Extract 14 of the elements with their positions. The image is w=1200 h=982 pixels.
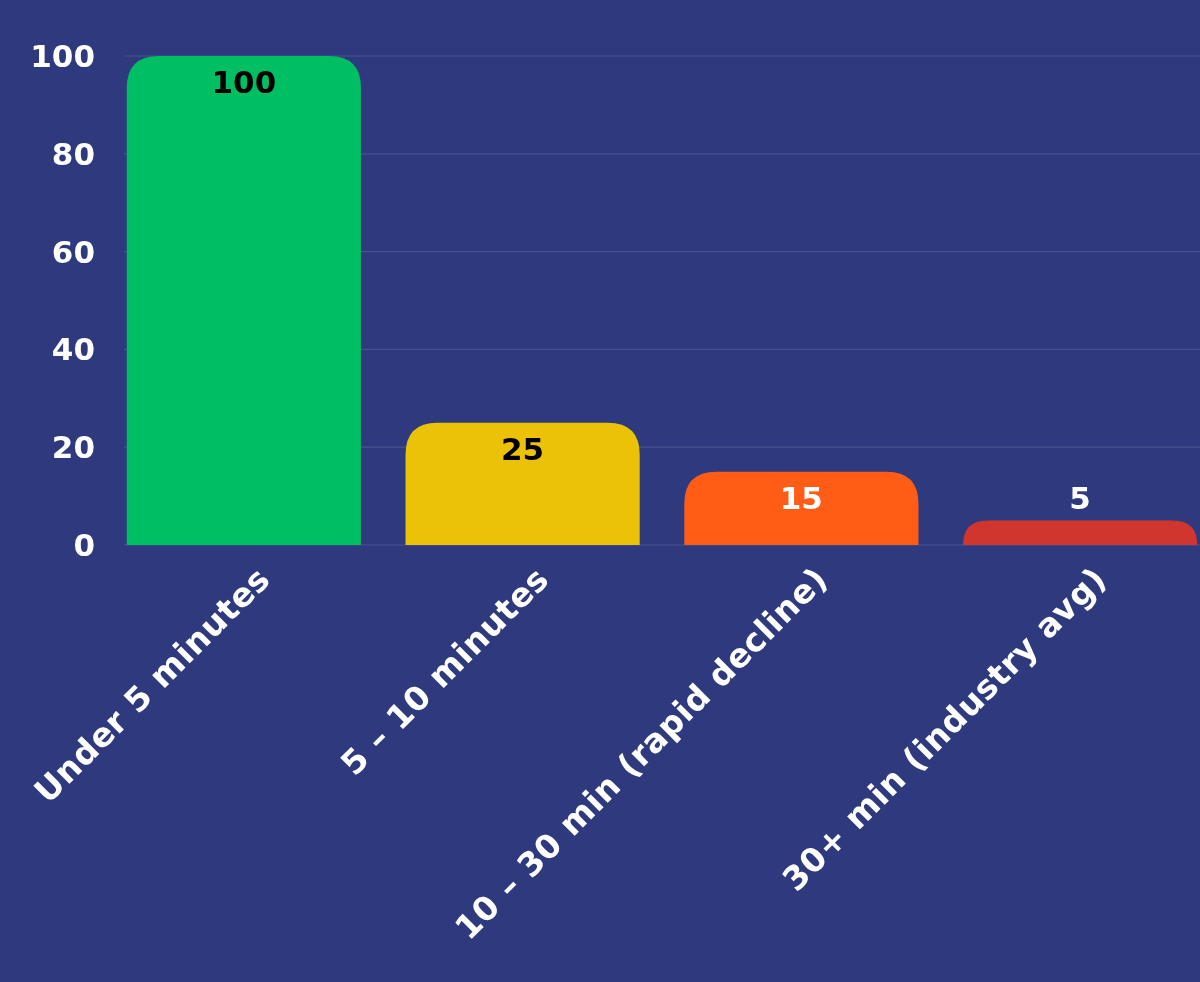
bar: [126, 56, 361, 545]
y-tick-label: 80: [51, 135, 95, 172]
data-label: 15: [779, 479, 823, 516]
y-tick-label: 20: [51, 429, 95, 466]
data-label: 100: [211, 64, 277, 100]
y-tick-label: 60: [51, 233, 95, 270]
y-tick-label: 100: [30, 38, 95, 74]
bar: [684, 471, 919, 545]
y-tick-label: 0: [73, 527, 95, 563]
bar: [963, 520, 1198, 545]
data-label: 25: [501, 430, 545, 467]
y-tick-label: 40: [51, 331, 95, 368]
data-label: 5: [1069, 479, 1091, 516]
bar: [405, 422, 640, 545]
